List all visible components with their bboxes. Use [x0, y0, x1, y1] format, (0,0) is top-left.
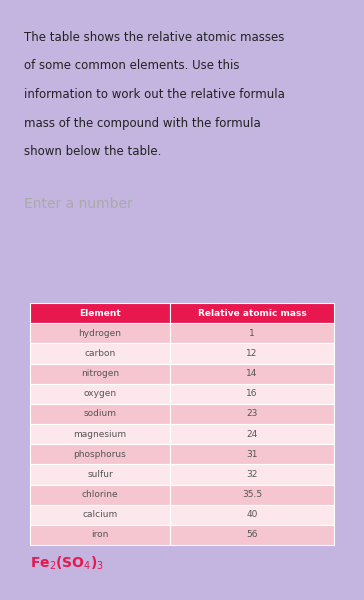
Text: 31: 31 [246, 450, 258, 459]
Text: chlorine: chlorine [82, 490, 118, 499]
Bar [30, 343, 170, 364]
Text: iron: iron [91, 530, 108, 539]
Text: 12: 12 [246, 349, 258, 358]
Bar [170, 424, 334, 444]
Bar [170, 464, 334, 485]
Bar [30, 383, 170, 404]
Bar [170, 404, 334, 424]
Bar [170, 323, 334, 343]
Bar [170, 303, 334, 323]
Text: Relative atomic mass: Relative atomic mass [198, 308, 306, 317]
Text: of some common elements. Use this: of some common elements. Use this [24, 59, 239, 72]
Text: calcium: calcium [82, 510, 118, 519]
Bar [30, 485, 170, 505]
Text: information to work out the relative formula: information to work out the relative for… [24, 88, 285, 101]
Text: shown below the table.: shown below the table. [24, 145, 161, 158]
Bar [30, 303, 170, 323]
Bar [170, 364, 334, 383]
Bar [170, 485, 334, 505]
Bar [170, 505, 334, 525]
Bar [30, 464, 170, 485]
Bar [170, 525, 334, 545]
Text: phosphorus: phosphorus [74, 450, 126, 459]
Bar [30, 505, 170, 525]
Text: 40: 40 [246, 510, 258, 519]
Text: sodium: sodium [83, 409, 116, 418]
Bar [170, 343, 334, 364]
Text: 24: 24 [246, 430, 258, 439]
Text: nitrogen: nitrogen [81, 369, 119, 378]
Bar [30, 525, 170, 545]
Text: The table shows the relative atomic masses: The table shows the relative atomic mass… [24, 31, 284, 44]
Text: Fe$_2$(SO$_4$)$_3$: Fe$_2$(SO$_4$)$_3$ [30, 554, 104, 572]
Text: carbon: carbon [84, 349, 115, 358]
Text: hydrogen: hydrogen [78, 329, 122, 338]
Bar [30, 444, 170, 464]
Bar [30, 424, 170, 444]
Text: 14: 14 [246, 369, 258, 378]
Text: sulfur: sulfur [87, 470, 113, 479]
Text: 32: 32 [246, 470, 258, 479]
Text: oxygen: oxygen [83, 389, 116, 398]
Text: 16: 16 [246, 389, 258, 398]
Bar [30, 364, 170, 383]
Text: 56: 56 [246, 530, 258, 539]
Bar [170, 444, 334, 464]
Bar [30, 404, 170, 424]
Text: 1: 1 [249, 329, 255, 338]
Text: Enter a number: Enter a number [24, 197, 132, 211]
Bar [30, 323, 170, 343]
Text: 23: 23 [246, 409, 258, 418]
Text: magnesium: magnesium [74, 430, 126, 439]
Text: mass of the compound with the formula: mass of the compound with the formula [24, 116, 261, 130]
Text: 35.5: 35.5 [242, 490, 262, 499]
Bar [170, 383, 334, 404]
Text: Element: Element [79, 308, 121, 317]
